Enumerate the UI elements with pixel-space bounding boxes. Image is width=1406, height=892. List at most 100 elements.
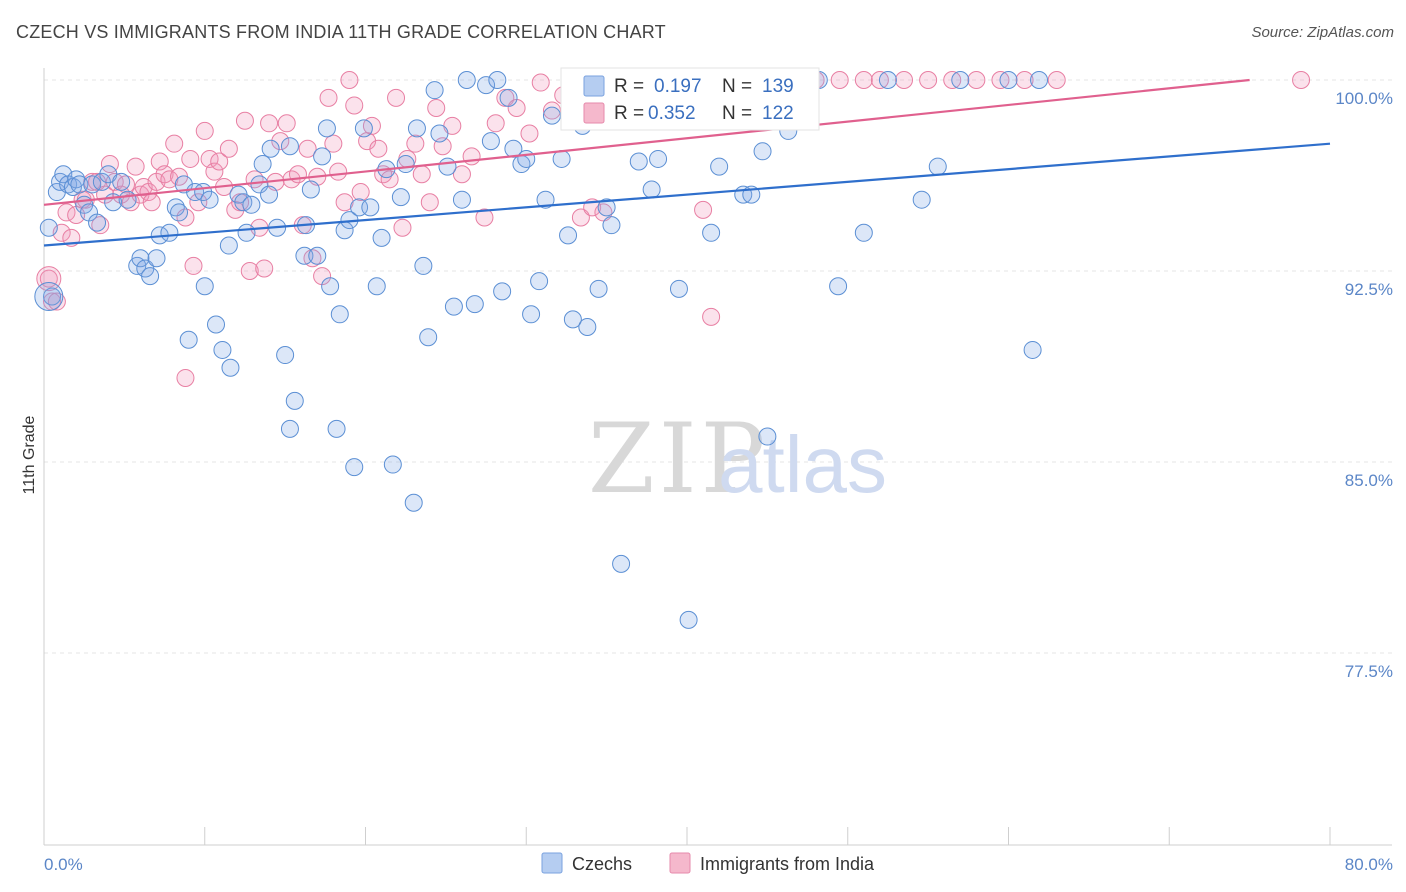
data-point-czechs bbox=[522, 305, 541, 324]
data-point-czechs bbox=[829, 277, 848, 296]
data-point-czechs bbox=[147, 249, 166, 268]
data-point-india bbox=[47, 292, 66, 311]
data-point-czechs bbox=[195, 277, 214, 296]
data-point-india bbox=[694, 200, 713, 219]
data-point-india bbox=[91, 216, 110, 235]
data-point-czechs bbox=[301, 180, 320, 199]
data-point-czechs bbox=[597, 198, 616, 217]
data-point-czechs-large bbox=[34, 281, 64, 311]
watermark-zip: ZIP bbox=[588, 403, 769, 515]
data-point-czechs bbox=[280, 419, 299, 438]
data-point-czechs bbox=[629, 152, 648, 171]
data-point-czechs bbox=[612, 554, 631, 573]
data-point-czechs bbox=[219, 236, 238, 255]
x-tick-label: 0.0% bbox=[44, 855, 83, 874]
data-point-india bbox=[594, 203, 613, 222]
data-point-czechs bbox=[308, 246, 327, 265]
data-point-czechs bbox=[753, 142, 772, 161]
bottom-legend-swatch-india bbox=[669, 852, 691, 874]
data-point-india bbox=[1047, 71, 1066, 89]
data-point-czechs bbox=[559, 226, 578, 245]
data-point-czechs bbox=[170, 203, 189, 222]
data-point-india bbox=[116, 175, 135, 194]
data-point-india bbox=[324, 134, 343, 153]
data-point-india bbox=[271, 132, 290, 151]
data-point-india bbox=[387, 88, 406, 107]
data-point-india bbox=[854, 71, 873, 89]
watermark-atlas: atlas bbox=[718, 420, 887, 509]
data-point-czechs bbox=[213, 340, 232, 359]
data-point-czechs bbox=[207, 315, 226, 334]
trendline-india bbox=[43, 78, 1250, 206]
data-point-czechs bbox=[951, 71, 970, 89]
data-point-india bbox=[181, 149, 200, 168]
data-point-czechs bbox=[372, 228, 391, 247]
grid-layer bbox=[44, 79, 1392, 654]
data-point-czechs bbox=[391, 188, 410, 207]
data-point-india bbox=[340, 71, 359, 89]
y-tick-label: 85.0% bbox=[1345, 471, 1393, 490]
data-point-czechs bbox=[88, 213, 107, 232]
axes-layer: 77.5% 85.0% 92.5% 100.0% 0.0% 80.0% bbox=[43, 68, 1393, 874]
data-point-india bbox=[406, 134, 425, 153]
data-point-india bbox=[462, 147, 481, 166]
data-point-czechs bbox=[92, 172, 111, 191]
data-point-czechs bbox=[43, 287, 62, 306]
data-point-czechs bbox=[444, 297, 463, 316]
data-point-india bbox=[1015, 71, 1034, 89]
data-point-czechs bbox=[345, 458, 364, 477]
y-tick-label: 77.5% bbox=[1345, 662, 1393, 681]
data-point-czechs bbox=[452, 190, 471, 209]
data-point-czechs bbox=[260, 185, 279, 204]
data-point-india bbox=[919, 71, 938, 89]
chart-title: CZECH VS IMMIGRANTS FROM INDIA 11TH GRAD… bbox=[16, 22, 666, 42]
bottom-legend-swatch-czechs bbox=[541, 852, 563, 874]
data-point-czechs bbox=[39, 218, 58, 237]
data-point-czechs bbox=[221, 358, 240, 377]
data-point-india bbox=[335, 193, 354, 212]
data-point-india bbox=[319, 88, 338, 107]
legend-swatch-india bbox=[583, 102, 605, 124]
data-point-india bbox=[393, 218, 412, 237]
data-point-india bbox=[531, 73, 550, 92]
data-point-india bbox=[345, 96, 364, 115]
data-point-india bbox=[165, 134, 184, 153]
data-point-india bbox=[412, 165, 431, 184]
data-point-india bbox=[210, 152, 229, 171]
data-point-czechs bbox=[642, 180, 661, 199]
data-point-czechs bbox=[702, 223, 721, 242]
data-point-india bbox=[329, 162, 348, 181]
data-point-czechs bbox=[878, 71, 897, 89]
data-point-india bbox=[176, 368, 195, 387]
data-point-czechs bbox=[280, 137, 299, 156]
data-point-czechs bbox=[552, 149, 571, 168]
data-point-india bbox=[184, 256, 203, 275]
data-point-czechs bbox=[589, 279, 608, 298]
data-point-czechs bbox=[261, 139, 280, 158]
data-point-czechs bbox=[330, 305, 349, 324]
data-point-india bbox=[298, 139, 317, 158]
data-point-czechs bbox=[404, 493, 423, 512]
data-point-india-large bbox=[36, 266, 62, 292]
data-point-czechs bbox=[367, 277, 386, 296]
data-point-czechs bbox=[912, 190, 931, 209]
legend-r-czechs: 0.197 bbox=[654, 76, 702, 97]
data-point-czechs bbox=[536, 190, 555, 209]
y-tick-label: 92.5% bbox=[1345, 280, 1393, 299]
data-point-czechs bbox=[131, 249, 150, 268]
bottom-legend-india: Immigrants from India bbox=[700, 854, 875, 874]
data-point-czechs bbox=[317, 119, 336, 138]
data-point-czechs bbox=[166, 198, 185, 217]
y-axis-label: 11th Grade bbox=[21, 415, 38, 494]
data-point-india bbox=[427, 99, 446, 118]
data-point-czechs bbox=[493, 282, 512, 301]
legend-swatch-czechs bbox=[583, 75, 605, 97]
data-point-czechs bbox=[200, 190, 219, 209]
data-point-czechs bbox=[160, 223, 179, 242]
legend-r-india: 0.352 bbox=[648, 103, 696, 124]
data-point-czechs bbox=[295, 246, 314, 265]
data-point-czechs bbox=[253, 155, 272, 174]
data-point-india bbox=[369, 139, 388, 158]
data-point-czechs bbox=[710, 157, 729, 176]
data-point-india bbox=[235, 111, 254, 130]
